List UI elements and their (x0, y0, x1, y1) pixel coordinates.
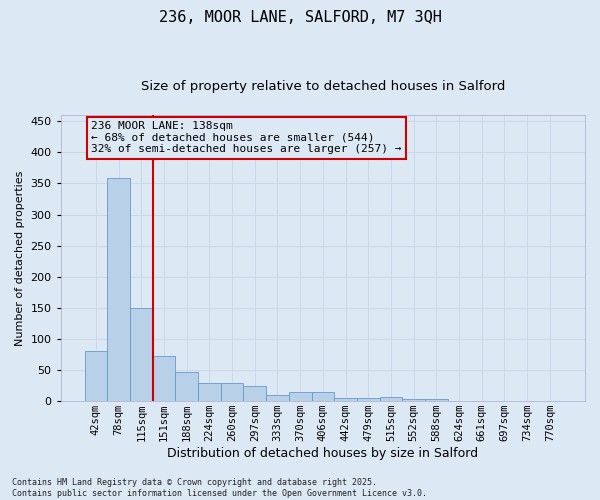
Bar (221, 382, 244, 401)
Bar (107, 178, 130, 401)
Bar (516, 400, 538, 401)
Bar (470, 400, 493, 401)
Title: Size of property relative to detached houses in Salford: Size of property relative to detached ho… (140, 80, 505, 93)
Bar (130, 308, 152, 401)
Text: 236 MOOR LANE: 138sqm
← 68% of detached houses are smaller (544)
32% of semi-det: 236 MOOR LANE: 138sqm ← 68% of detached … (91, 121, 402, 154)
Y-axis label: Number of detached properties: Number of detached properties (15, 170, 25, 346)
Bar (198, 382, 221, 401)
Bar (448, 400, 470, 401)
Bar (266, 395, 289, 401)
Bar (425, 400, 448, 401)
Bar (380, 397, 402, 401)
Bar (244, 386, 266, 401)
Bar (311, 392, 334, 401)
Bar (85, 352, 107, 401)
Bar (175, 372, 198, 401)
Bar (493, 400, 516, 401)
X-axis label: Distribution of detached houses by size in Salford: Distribution of detached houses by size … (167, 447, 478, 460)
Bar (357, 398, 380, 401)
Bar (289, 392, 311, 401)
Bar (152, 356, 175, 401)
Text: 236, MOOR LANE, SALFORD, M7 3QH: 236, MOOR LANE, SALFORD, M7 3QH (158, 10, 442, 25)
Bar (334, 398, 357, 401)
Text: Contains HM Land Registry data © Crown copyright and database right 2025.
Contai: Contains HM Land Registry data © Crown c… (12, 478, 427, 498)
Bar (402, 400, 425, 401)
